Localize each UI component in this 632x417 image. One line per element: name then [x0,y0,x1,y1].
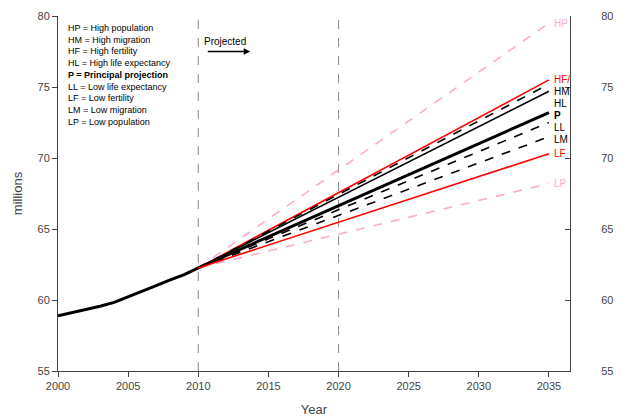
svg-text:LP: LP [554,178,567,189]
svg-text:2025: 2025 [396,380,420,392]
svg-text:60: 60 [38,294,50,306]
svg-text:55: 55 [38,365,50,377]
svg-text:Year: Year [301,402,328,417]
svg-text:60: 60 [601,294,613,306]
svg-text:65: 65 [38,223,50,235]
svg-text:55: 55 [601,365,613,377]
svg-text:65: 65 [601,223,613,235]
svg-text:2010: 2010 [186,380,210,392]
svg-text:2020: 2020 [326,380,350,392]
svg-text:HF/: HF/ [554,74,570,85]
svg-text:70: 70 [38,152,50,164]
svg-text:75: 75 [601,81,613,93]
svg-text:2030: 2030 [467,380,491,392]
svg-text:P: P [554,110,561,121]
svg-text:HM: HM [554,86,570,97]
svg-text:80: 80 [38,10,50,22]
svg-text:2015: 2015 [256,380,280,392]
svg-text:millions: millions [10,171,25,215]
svg-text:80: 80 [601,10,613,22]
svg-text:HL: HL [554,98,567,109]
svg-text:70: 70 [601,152,613,164]
svg-text:LL: LL [554,122,566,133]
svg-text:LF: LF [554,148,566,159]
svg-text:HP: HP [554,18,568,29]
svg-text:75: 75 [38,81,50,93]
svg-text:2005: 2005 [116,380,140,392]
svg-text:2000: 2000 [46,380,70,392]
svg-text:2035: 2035 [537,380,561,392]
svg-text:LM: LM [554,134,568,145]
svg-text:Projected: Projected [204,36,246,47]
svg-text:HP = High populationHM = High: HP = High populationHM = High migrationH… [68,23,170,127]
